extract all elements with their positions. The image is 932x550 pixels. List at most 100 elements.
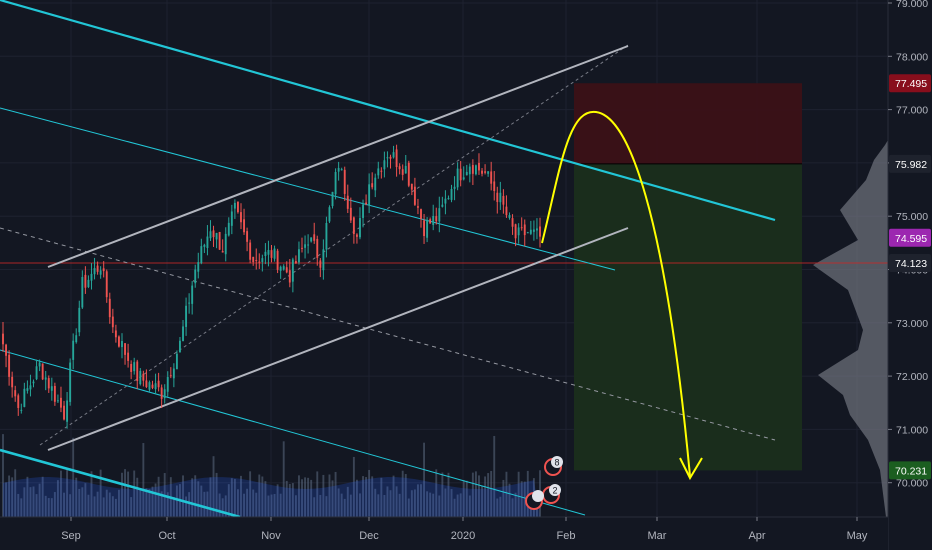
volume-bar	[487, 473, 490, 517]
candle-body	[182, 326, 184, 342]
candle-body	[529, 229, 532, 234]
candle-body	[355, 234, 358, 237]
volume-bar	[139, 489, 142, 517]
volume-bar	[316, 471, 319, 517]
volume-bar	[523, 481, 526, 517]
volume-bar	[240, 475, 242, 517]
candle-body	[133, 362, 136, 372]
risk-reward-zones[interactable]	[574, 83, 802, 471]
volume-bar	[401, 470, 404, 517]
volume-bar	[63, 492, 65, 517]
volume-bar	[410, 490, 413, 517]
candle-body	[441, 204, 444, 207]
candle-body	[185, 305, 188, 327]
candle-body	[60, 397, 62, 408]
candle-body	[484, 171, 487, 173]
candle-body	[179, 340, 181, 353]
candle-body	[261, 258, 264, 262]
candle-body	[63, 405, 65, 420]
candle-body	[151, 384, 154, 388]
volume-bar	[328, 474, 331, 517]
volume-bar	[432, 493, 435, 517]
volume-bar	[26, 476, 29, 517]
candle-body	[258, 261, 261, 263]
volume-bar	[294, 495, 297, 517]
volume-bar	[520, 481, 523, 517]
candle-body	[291, 259, 294, 282]
trend-lines[interactable]	[0, 0, 888, 519]
volume-bar	[468, 495, 471, 517]
candle-body	[17, 395, 20, 408]
volume-bar	[474, 471, 477, 517]
price-tag-label: 70.231	[895, 465, 927, 477]
volume-bar	[50, 498, 53, 517]
volume-bar	[130, 497, 133, 517]
candle-body	[536, 228, 538, 231]
candle-body	[166, 377, 169, 392]
volume-bar	[301, 479, 303, 517]
candle-body	[215, 232, 218, 240]
candle-body	[520, 227, 523, 229]
candle-body	[514, 224, 517, 239]
volume-bar	[325, 496, 328, 517]
volume-bar	[111, 496, 114, 517]
candle-body	[526, 232, 529, 234]
candle-body	[435, 216, 438, 222]
price-tag-label: 77.495	[895, 78, 927, 90]
volume-bar	[279, 493, 282, 517]
event-badges[interactable]: 82	[525, 456, 563, 510]
volume-bar	[252, 489, 255, 517]
candlesticks[interactable]	[2, 144, 541, 429]
volume-bar	[496, 498, 499, 517]
candle-body	[459, 168, 462, 181]
yellow-projection-arrow[interactable]	[541, 110, 703, 481]
candle-body	[340, 169, 343, 171]
volume-bar	[93, 496, 96, 517]
volume-bar	[246, 488, 249, 517]
candle-body	[404, 165, 407, 174]
candle-body	[53, 385, 56, 402]
volume-bar	[182, 475, 184, 517]
candle-body	[310, 237, 313, 242]
time-axis[interactable]: Sep Oct Nov Dec 2020 Feb Mar Apr May	[0, 516, 888, 550]
time-tick-label: Apr	[748, 530, 765, 542]
event-badge	[551, 456, 563, 468]
candle-body	[456, 168, 459, 188]
volume-bar	[5, 482, 7, 517]
candle-body	[374, 177, 377, 191]
candle-body	[450, 188, 453, 200]
volume-bar	[2, 434, 4, 517]
candle-body	[236, 201, 239, 213]
volume-bar	[78, 488, 81, 517]
candle-body	[99, 270, 102, 275]
volume-bar	[471, 472, 474, 517]
candle-body	[270, 250, 273, 258]
candle-body	[417, 206, 419, 208]
volume-bar	[233, 479, 236, 517]
volume-bar	[362, 476, 364, 517]
candle-body	[191, 285, 194, 304]
candle-body	[5, 344, 7, 356]
price-tick-label: 73.000	[896, 318, 928, 330]
volume-bar	[371, 476, 374, 517]
price-tick-label: 75.000	[896, 211, 928, 223]
candle-body	[508, 215, 511, 218]
volume-bar	[209, 477, 212, 517]
volume-bar	[298, 475, 300, 517]
volume-bar	[447, 472, 450, 517]
candle-body	[359, 218, 361, 238]
candle-body	[209, 231, 212, 239]
candle-body	[102, 268, 105, 272]
candle-body	[474, 165, 477, 175]
candle-body	[465, 171, 468, 176]
volume-bar	[386, 486, 389, 517]
time-tick-label: Dec	[359, 530, 379, 542]
candle-body	[200, 246, 203, 264]
volume-bar	[145, 488, 148, 517]
candle-body	[349, 207, 352, 221]
candle-body	[87, 279, 90, 288]
volume-bar	[206, 491, 209, 517]
candle-body	[496, 192, 499, 202]
volume-bar	[407, 498, 410, 517]
